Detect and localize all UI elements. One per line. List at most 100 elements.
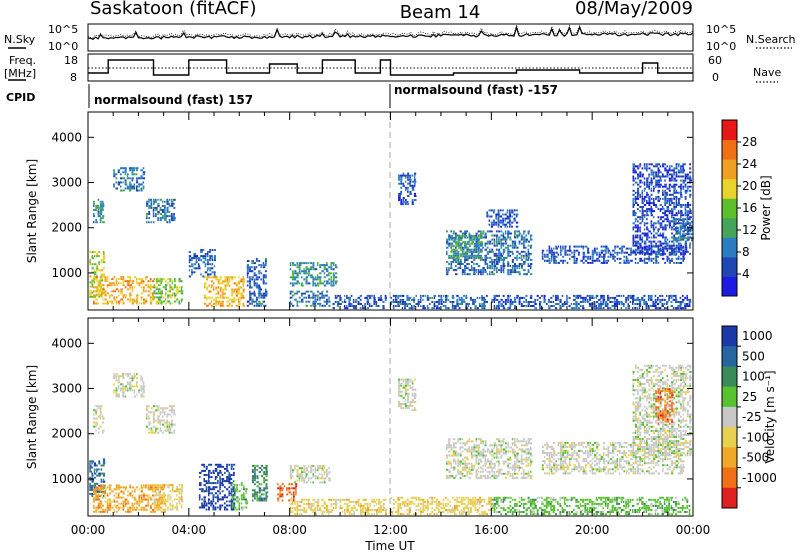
data-cell [506,225,509,228]
data-cell [410,500,414,503]
data-cell [260,266,262,269]
data-cell [502,244,505,247]
data-cell [312,264,315,267]
data-cell [600,249,604,252]
data-cell [662,252,664,255]
data-cell [127,510,130,513]
data-cell [433,301,436,303]
data-cell [337,303,340,305]
data-cell [495,252,498,255]
data-cell [680,214,683,217]
data-cell [339,294,341,297]
data-cell [291,274,295,277]
data-cell [451,243,454,246]
data-cell [497,221,501,224]
data-cell [518,234,521,237]
data-cell [178,484,181,487]
data-cell [180,494,183,497]
data-cell [222,290,224,293]
data-cell [262,280,265,283]
data-cell [262,266,266,269]
data-cell [404,203,407,206]
data-cell [448,269,450,272]
data-cell [207,273,210,276]
data-cell [523,269,526,272]
data-cell [643,199,646,202]
data-cell [155,198,157,201]
data-cell [208,276,211,279]
data-cell [413,182,416,185]
data-cell [675,298,678,301]
data-cell [97,198,100,201]
data-cell [686,204,689,206]
data-cell [564,251,567,254]
data-cell [254,483,256,486]
data-cell [507,263,510,265]
data-cell [133,377,135,380]
data-cell [140,395,143,398]
data-cell [562,247,564,250]
data-cell [648,199,651,202]
data-cell [246,264,250,267]
data-cell [160,300,163,303]
data-cell [97,506,100,509]
data-cell [452,258,455,261]
data-cell [106,292,109,295]
data-cell [632,249,635,252]
data-cell [493,223,495,226]
data-cell [265,499,268,502]
data-cell [321,296,324,299]
data-cell [377,305,380,307]
data-cell [648,210,651,213]
data-cell [95,490,98,493]
data-cell [473,247,476,250]
data-cell [506,215,509,218]
data-cell [210,463,213,466]
data-cell [684,296,687,299]
data-cell [339,504,342,507]
data-cell [634,177,637,180]
data-cell [95,276,98,279]
data-cell [305,270,307,273]
data-cell [689,242,692,245]
data-cell [623,261,626,264]
data-cell [422,298,424,301]
data-cell [256,499,259,502]
data-cell [242,276,244,279]
data-cell [366,303,369,305]
data-cell [326,262,328,265]
data-cell [291,469,295,472]
data-cell [682,250,685,253]
data-cell [204,282,207,285]
data-cell [240,286,243,289]
data-cell [493,211,495,214]
data-cell [523,296,526,299]
data-cell [468,263,470,265]
data-cell [152,221,155,224]
data-cell [495,271,498,274]
data-cell [639,230,641,233]
data-cell [232,502,236,505]
data-cell [637,189,640,192]
data-cell [171,288,174,291]
data-cell [446,242,449,245]
data-cell [148,423,151,426]
data-cell [316,298,319,301]
data-cell [129,506,132,509]
data-cell [641,206,644,208]
data-cell [634,224,637,227]
data-cell [677,197,681,200]
data-cell [176,490,179,493]
data-cell [319,278,322,281]
data-cell [514,267,516,270]
data-cell [296,264,299,267]
data-cell [468,256,471,259]
data-cell [561,303,564,305]
data-cell [209,249,211,251]
data-cell [323,502,327,505]
data-cell [108,498,111,501]
data-cell [686,216,689,219]
data-cell [636,307,638,310]
